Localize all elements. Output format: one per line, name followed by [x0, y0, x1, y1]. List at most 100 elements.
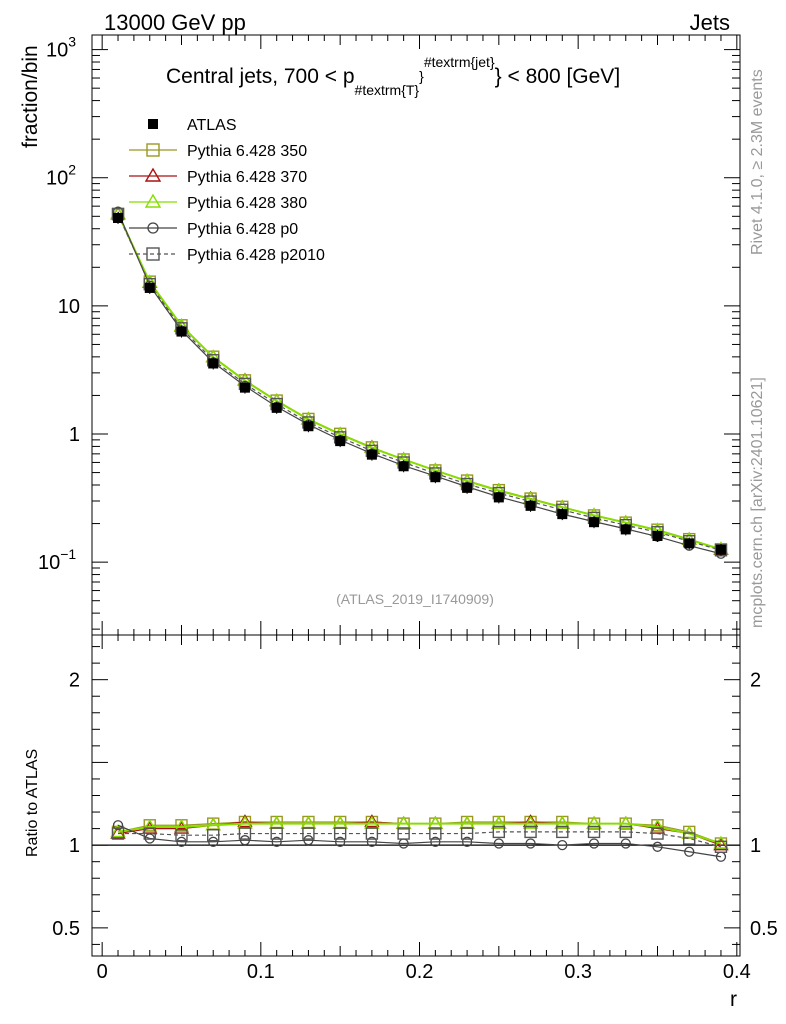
ratio-y-tick-label: 0.5: [52, 918, 80, 940]
legend-label: ATLAS: [187, 117, 237, 134]
plot-title: Central jets, 700 < p#textrm{T}}#textrm{…: [166, 54, 620, 98]
legend-marker: [146, 247, 160, 261]
y-tick-label: 1: [69, 424, 80, 446]
ratio-series-point: [525, 838, 536, 849]
ratio-series-line: [117, 824, 722, 858]
ratio-y-tick-label: 1: [69, 835, 80, 857]
series-layer: [92, 205, 740, 862]
legend-label: Pythia 6.428 p2010: [187, 247, 325, 264]
legend-marker: [148, 119, 158, 129]
series-line: [117, 213, 722, 550]
ratio-series-point: [238, 827, 252, 840]
plot-title-main: Central jets, 700 < p: [166, 65, 355, 88]
plot-title-subscript: #textrm{T}: [355, 82, 420, 98]
data-point: [303, 421, 314, 432]
ratio-series-point: [143, 827, 156, 840]
x-tick-label: 0.3: [564, 961, 592, 983]
ratio-series-point: [237, 814, 253, 828]
ratio-series-point: [649, 819, 666, 833]
data-point: [652, 530, 663, 541]
analysis-id-watermark: (ATLAS_2019_I1740909): [336, 591, 494, 607]
header-left-label: 13000 GeV pp: [104, 10, 246, 35]
data-point: [176, 326, 187, 337]
ratio-series-point: [587, 825, 601, 839]
ratio-series-point: [554, 815, 571, 829]
data-point: [239, 382, 250, 393]
rivet-version-label: Rivet 4.1.0, ≥ 2.3M events: [749, 69, 766, 255]
x-tick-label: 0.4: [723, 961, 751, 983]
ratio-series-point: [365, 827, 379, 840]
ratio-series-point: [683, 832, 696, 845]
ratio-series-point: [208, 836, 219, 847]
x-tick-label: 0.1: [247, 961, 275, 983]
ratio-series-point: [652, 841, 663, 852]
ratio-series-point: [112, 820, 124, 831]
data-point: [620, 524, 631, 535]
ratio-series-point: [460, 827, 474, 840]
ratio-series-point: [302, 827, 315, 840]
ratio-series-point: [713, 835, 729, 849]
legend-marker: [146, 143, 160, 157]
data-point: [271, 402, 282, 413]
ratio-series-point: [493, 838, 504, 849]
data-point: [113, 213, 124, 224]
ratio-series-point: [524, 825, 537, 839]
data-point: [589, 517, 600, 528]
ratio-series-point: [175, 829, 188, 842]
ratio-series-point: [110, 824, 126, 838]
data-point: [557, 509, 568, 520]
ratio-y-tick-label: 2: [69, 670, 80, 692]
ratio-y-axis-label: Ratio to ATLAS: [24, 749, 41, 857]
ratio-plot-frame: [91, 634, 741, 957]
data-point: [493, 492, 504, 503]
ratio-series-point: [620, 838, 631, 849]
ratio-series-point: [619, 825, 632, 839]
y-tick-label: 10−1: [38, 546, 76, 574]
ratio-series-point: [110, 825, 126, 839]
legend-marker: [147, 222, 159, 234]
legend-label: Pythia 6.428 370: [187, 169, 307, 186]
ratio-series-point: [142, 819, 158, 833]
ratio-series-point: [173, 819, 190, 833]
ratio-series-point: [651, 827, 664, 840]
ratio-series-line: [117, 822, 722, 845]
series-line: [117, 213, 722, 551]
ratio-y-tick-label-right: 1: [750, 835, 761, 857]
ratio-series-point: [618, 815, 634, 829]
legend-marker: [144, 167, 162, 182]
ratio-series-point: [556, 825, 569, 839]
data-point: [684, 538, 695, 549]
ratio-series-point: [335, 836, 346, 847]
legend-label: Pythia 6.428 p0: [187, 221, 298, 238]
legend-label: Pythia 6.428 350: [187, 143, 307, 160]
x-axis-label: r: [730, 988, 737, 1011]
ratio-y-tick-label-right: 0.5: [750, 918, 778, 940]
series-line: [117, 213, 722, 551]
legend-marker: [144, 193, 162, 208]
ratio-series-point: [586, 815, 602, 829]
data-point: [715, 544, 726, 555]
legend: ATLAS Pythia 6.428 350 Pythia 6.428 370 Pyt…: [129, 117, 325, 264]
data-point: [208, 358, 219, 369]
y-tick-label: 102: [46, 162, 76, 190]
plot-title-tail: } < 800 [GeV]: [495, 65, 621, 88]
ratio-series-point: [176, 836, 187, 847]
ratio-series-point: [713, 837, 729, 851]
ratio-series-point: [588, 838, 600, 849]
ratio-series-point: [207, 829, 220, 842]
legend-label: Pythia 6.428 380: [187, 195, 307, 212]
y-axis-label: fraction/bin: [19, 45, 42, 148]
ratio-y-tick-label-right: 2: [750, 670, 761, 692]
data-point: [335, 436, 346, 447]
ratio-series-point: [491, 815, 507, 829]
ratio-series-point: [522, 815, 539, 829]
ratio-series-point: [111, 827, 125, 840]
x-tick-label: 0.2: [406, 961, 434, 983]
plot-title-bracket: }: [419, 68, 424, 84]
ratio-series-point: [271, 836, 282, 847]
ratio-series-point: [364, 814, 380, 828]
ratio-series-point: [239, 835, 251, 846]
y-tick-label: 10: [58, 296, 80, 318]
